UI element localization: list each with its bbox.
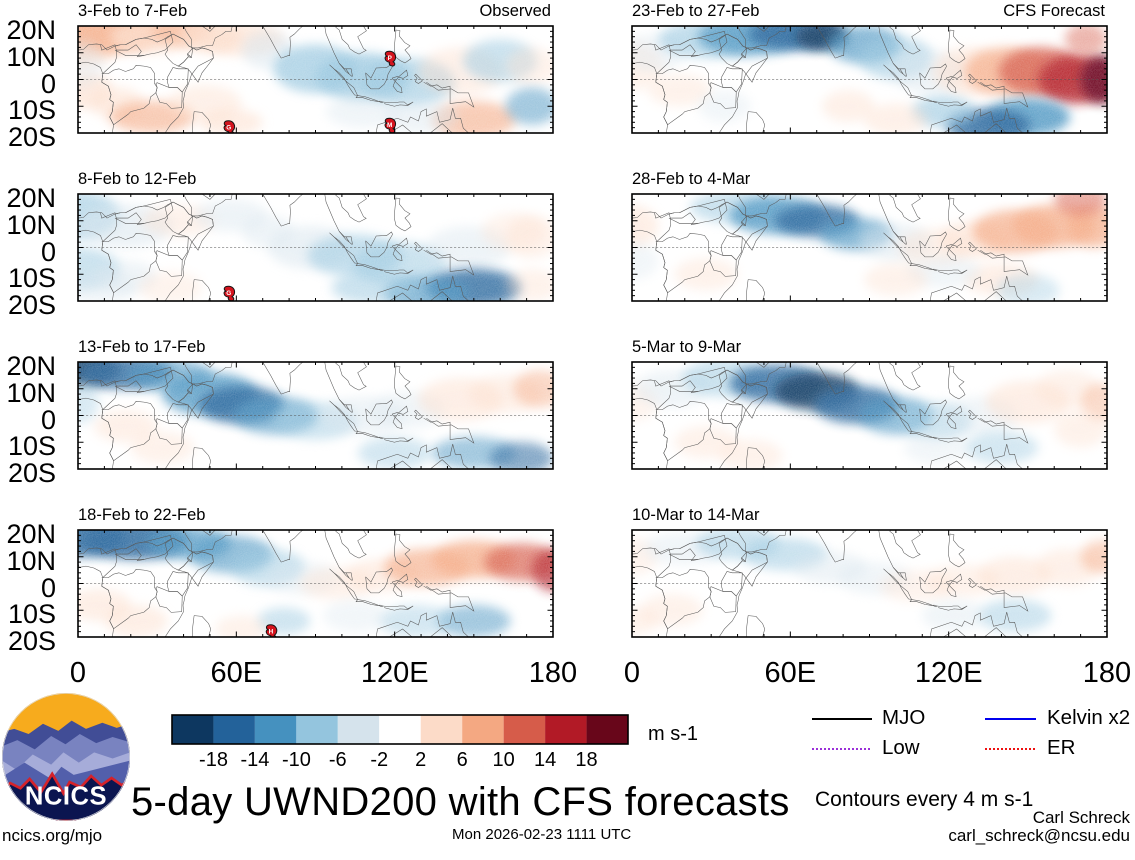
svg-text:G: G xyxy=(226,290,231,297)
svg-text:-6: -6 xyxy=(329,749,347,771)
svg-text:-10: -10 xyxy=(282,749,311,771)
svg-text:23-Feb to 27-Feb: 23-Feb to 27-Feb xyxy=(632,2,760,20)
svg-text:2: 2 xyxy=(415,749,426,771)
svg-text:-2: -2 xyxy=(370,749,388,771)
svg-text:18-Feb to 22-Feb: 18-Feb to 22-Feb xyxy=(78,506,206,524)
svg-text:-14: -14 xyxy=(240,749,269,771)
svg-text:P: P xyxy=(388,55,393,62)
svg-text:10-Mar to 14-Mar: 10-Mar to 14-Mar xyxy=(632,506,760,524)
svg-text:14: 14 xyxy=(534,749,556,771)
svg-text:M: M xyxy=(387,122,392,129)
svg-text:18: 18 xyxy=(575,749,597,771)
svg-text:3-Feb to 7-Feb: 3-Feb to 7-Feb xyxy=(78,2,187,20)
svg-text:Observed: Observed xyxy=(479,2,551,20)
svg-text:5-Mar to 9-Mar: 5-Mar to 9-Mar xyxy=(632,338,742,356)
svg-text:CFS Forecast: CFS Forecast xyxy=(1003,2,1105,20)
svg-text:8-Feb to 12-Feb: 8-Feb to 12-Feb xyxy=(78,170,196,188)
svg-text:G: G xyxy=(226,125,231,132)
svg-text:H: H xyxy=(269,629,274,636)
svg-text:6: 6 xyxy=(457,749,468,771)
svg-text:28-Feb to 4-Mar: 28-Feb to 4-Mar xyxy=(632,170,751,188)
svg-text:NCICS: NCICS xyxy=(25,783,107,811)
svg-text:-18: -18 xyxy=(199,749,228,771)
svg-text:10: 10 xyxy=(492,749,514,771)
svg-text:13-Feb to 17-Feb: 13-Feb to 17-Feb xyxy=(78,338,206,356)
